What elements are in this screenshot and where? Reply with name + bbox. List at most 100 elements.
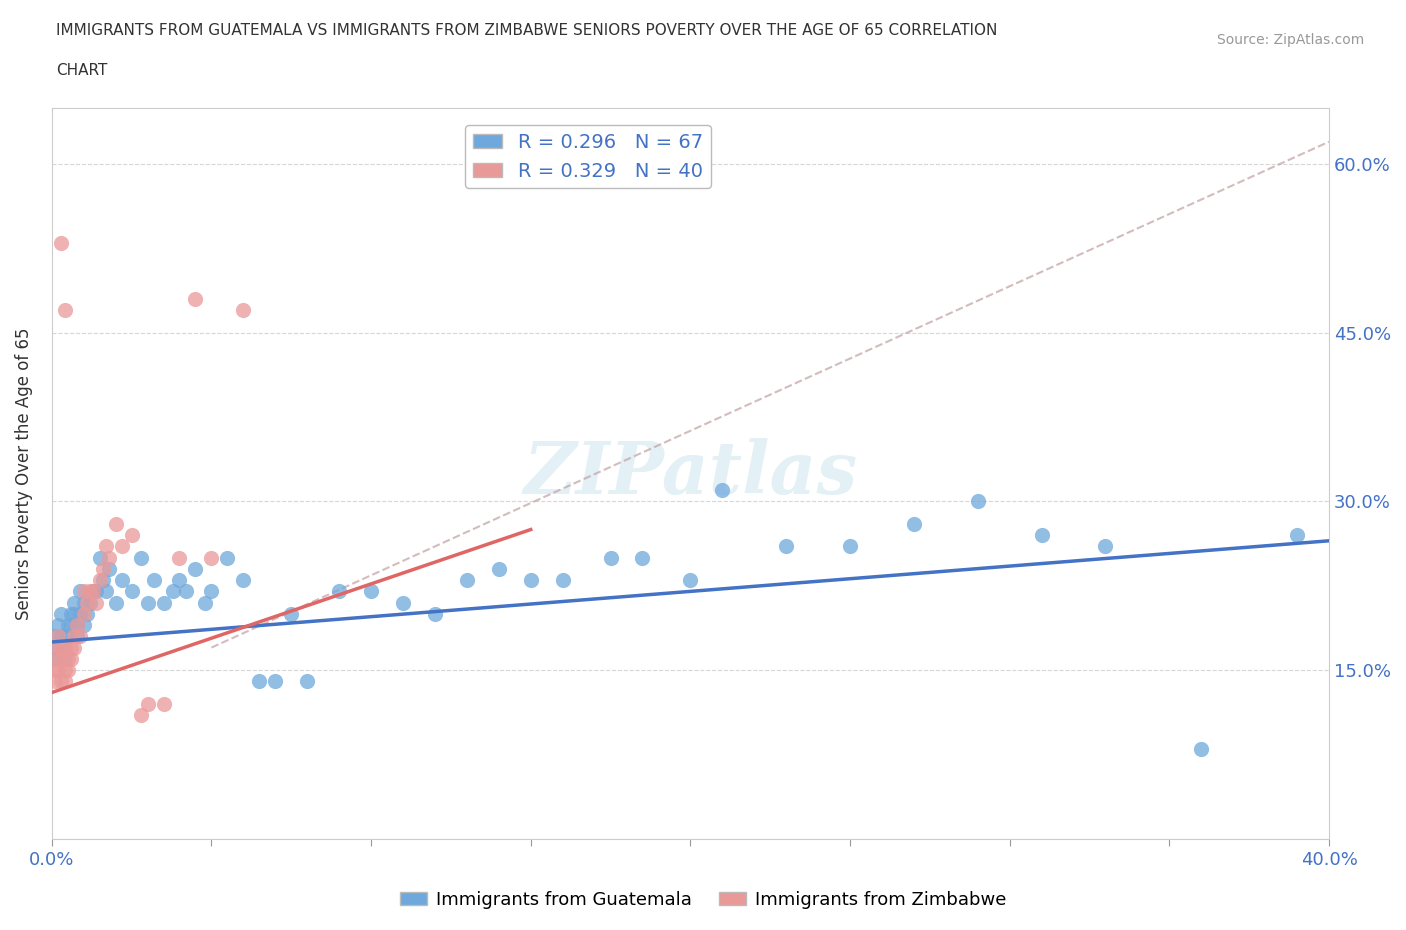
Point <box>1189 741 1212 756</box>
Point <box>903 516 925 531</box>
Point <box>46 640 69 655</box>
Point <box>200 584 222 599</box>
Point <box>51 674 73 689</box>
Point <box>264 674 287 689</box>
Point <box>51 606 73 621</box>
Point <box>76 595 98 610</box>
Point <box>129 551 152 565</box>
Point <box>63 595 86 610</box>
Point <box>79 584 101 599</box>
Point <box>280 606 302 621</box>
Point <box>152 697 174 711</box>
Text: Source: ZipAtlas.com: Source: ZipAtlas.com <box>1216 33 1364 46</box>
Point <box>63 606 86 621</box>
Point <box>679 573 702 588</box>
Point <box>53 303 76 318</box>
Point <box>44 651 66 666</box>
Point <box>94 584 117 599</box>
Point <box>69 629 91 644</box>
Point <box>73 584 96 599</box>
Text: IMMIGRANTS FROM GUATEMALA VS IMMIGRANTS FROM ZIMBABWE SENIORS POVERTY OVER THE A: IMMIGRANTS FROM GUATEMALA VS IMMIGRANTS … <box>56 23 998 38</box>
Point <box>82 584 104 599</box>
Point <box>217 551 239 565</box>
Point <box>121 584 143 599</box>
Point <box>200 551 222 565</box>
Point <box>169 551 191 565</box>
Point <box>184 292 207 307</box>
Point <box>46 618 69 632</box>
Point <box>152 595 174 610</box>
Point <box>194 595 217 610</box>
Point <box>174 584 197 599</box>
Point <box>711 483 734 498</box>
Point <box>63 640 86 655</box>
Point <box>59 640 82 655</box>
Point <box>551 573 574 588</box>
Point <box>295 674 318 689</box>
Point <box>53 640 76 655</box>
Point <box>46 629 69 644</box>
Point <box>89 551 111 565</box>
Point <box>129 708 152 723</box>
Point <box>44 640 66 655</box>
Point <box>184 562 207 577</box>
Point <box>59 606 82 621</box>
Point <box>169 573 191 588</box>
Point <box>89 573 111 588</box>
Point <box>79 595 101 610</box>
Point <box>631 551 654 565</box>
Point <box>94 539 117 554</box>
Point <box>136 697 159 711</box>
Point <box>53 674 76 689</box>
Point <box>1286 527 1309 542</box>
Point <box>51 651 73 666</box>
Point <box>456 573 478 588</box>
Legend: R = 0.296   N = 67, R = 0.329   N = 40: R = 0.296 N = 67, R = 0.329 N = 40 <box>465 125 711 188</box>
Point <box>360 584 382 599</box>
Point <box>59 651 82 666</box>
Point <box>44 629 66 644</box>
Point <box>839 539 862 554</box>
Point <box>111 573 134 588</box>
Point <box>76 606 98 621</box>
Point <box>46 663 69 678</box>
Point <box>56 629 79 644</box>
Point <box>966 494 988 509</box>
Y-axis label: Seniors Poverty Over the Age of 65: Seniors Poverty Over the Age of 65 <box>15 327 32 619</box>
Point <box>46 651 69 666</box>
Point <box>73 595 96 610</box>
Point <box>56 663 79 678</box>
Point <box>328 584 350 599</box>
Point <box>51 640 73 655</box>
Point <box>599 551 621 565</box>
Point <box>53 651 76 666</box>
Point <box>519 573 541 588</box>
Point <box>98 562 121 577</box>
Point <box>44 674 66 689</box>
Point <box>69 606 91 621</box>
Point <box>82 584 104 599</box>
Point <box>63 629 86 644</box>
Point <box>53 640 76 655</box>
Point <box>69 584 91 599</box>
Point <box>51 629 73 644</box>
Point <box>162 584 184 599</box>
Point <box>53 663 76 678</box>
Point <box>104 595 127 610</box>
Point <box>66 629 89 644</box>
Point <box>86 584 108 599</box>
Point <box>98 551 121 565</box>
Point <box>73 606 96 621</box>
Point <box>66 618 89 632</box>
Point <box>142 573 165 588</box>
Point <box>232 303 254 318</box>
Point <box>91 562 114 577</box>
Text: CHART: CHART <box>56 63 108 78</box>
Point <box>104 516 127 531</box>
Point <box>111 539 134 554</box>
Point <box>91 573 114 588</box>
Point <box>56 651 79 666</box>
Point <box>1094 539 1116 554</box>
Point <box>86 595 108 610</box>
Point <box>136 595 159 610</box>
